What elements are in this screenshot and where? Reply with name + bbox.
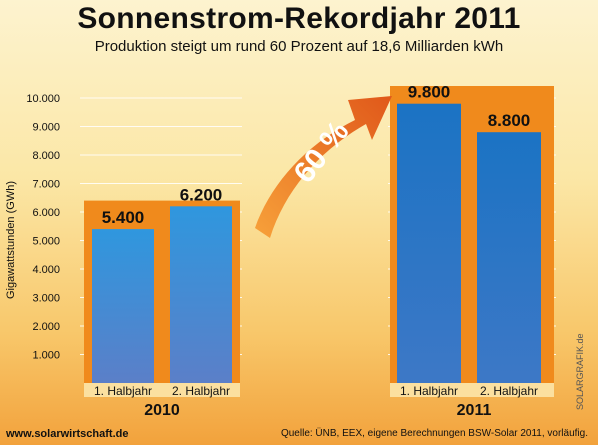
bar-value-label: 8.800 (488, 111, 531, 130)
y-tick-label: 4.000 (32, 264, 60, 276)
category-label: 1. Halbjahr (94, 384, 152, 398)
category-band (84, 383, 240, 397)
website-link[interactable]: www.solarwirtschaft.de (6, 428, 129, 440)
bars (92, 103, 541, 383)
bar-2011-2 (477, 132, 541, 383)
group-label-2010: 2010 (144, 402, 180, 419)
bar-value-label: 6.200 (180, 185, 223, 204)
y-tick-label: 6.000 (32, 207, 60, 219)
labels: 5.400 1. Halbjahr 6.200 2. Halbjahr 2010 9.80… (94, 83, 538, 419)
category-band (390, 383, 554, 397)
y-tick-label: 9.000 (32, 122, 60, 134)
y-tick-label: 10.000 (26, 93, 60, 105)
bar-2010-1 (92, 229, 154, 383)
y-tick-label: 2.000 (32, 321, 60, 333)
growth-arrow: 60 % (255, 96, 392, 238)
category-label: 1. Halbjahr (400, 384, 458, 398)
source-note: Quelle: ÜNB, EEX, eigene Berechnungen BS… (280, 428, 588, 439)
bar-value-label: 9.800 (408, 83, 451, 102)
chart-title: Sonnenstrom-Rekordjahr 2011 (77, 2, 521, 35)
y-tick-label: 3.000 (32, 293, 60, 305)
y-tick-label: 1.000 (32, 350, 60, 362)
bar-2010-2 (170, 206, 232, 383)
y-axis-label: Gigawattstunden (GWh) (5, 181, 17, 299)
y-tick-label: 5.000 (32, 236, 60, 248)
chart-subtitle: Produktion steigt um rund 60 Prozent auf… (94, 38, 504, 55)
y-tick-label: 7.000 (32, 179, 60, 191)
bar-value-label: 5.400 (102, 208, 145, 227)
y-axis-ticks: 1.000 2.000 3.000 4.000 5.000 6.000 7.000 8.000… (26, 93, 60, 362)
category-label: 2. Halbjahr (480, 384, 538, 398)
group-label-2011: 2011 (457, 402, 492, 419)
category-label: 2. Halbjahr (172, 384, 230, 398)
y-tick-label: 8.000 (32, 150, 60, 162)
credit-label: SOLARGRAFIK.de (575, 333, 585, 410)
growth-arrow-shape (255, 96, 392, 238)
bar-2011-1 (397, 103, 461, 383)
